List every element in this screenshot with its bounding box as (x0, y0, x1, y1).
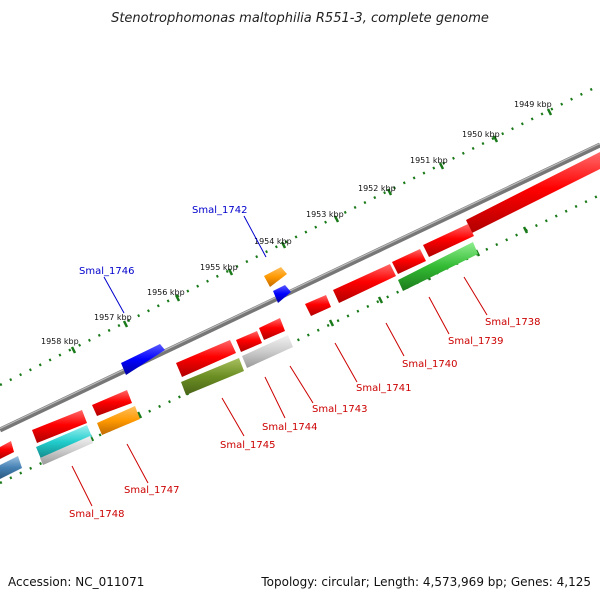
accession-text: Accession: NC_011071 (8, 575, 144, 589)
gene-label-smal-1739: Smal_1739 (448, 336, 503, 347)
gene-smal-1742-orange-arrow (264, 267, 287, 287)
gene-smal-1739-green-arrow (398, 242, 478, 291)
scale-label-1952: 1952 kbp (358, 184, 396, 193)
gene-label-smal-1744: Smal_1744 (262, 422, 317, 433)
scale-label-1956: 1956 kbp (147, 288, 185, 297)
gene-label-smal-1742: Smal_1742 (192, 205, 247, 216)
gene-label-smal-1747: Smal_1747 (124, 485, 179, 496)
gene-smal-1744-red-arrow (236, 331, 262, 352)
gene-smal-1739-red-arrow (423, 224, 474, 257)
gene-smal-1748-cyan-arrow (36, 425, 92, 459)
upper-gene-labels: Smal_1742 Smal_1746 (79, 205, 247, 277)
gene-smal-1748-gray-arrow (40, 436, 93, 465)
gene-label-smal-1745: Smal_1745 (220, 440, 275, 451)
scale-label-1954: 1954 kbp (254, 237, 292, 246)
scale-label-1958: 1958 kbp (41, 337, 79, 346)
lower-leader-lines (71, 276, 488, 507)
scale-label-1951: 1951 kbp (410, 156, 448, 165)
gene-smal-1742-arrow (273, 285, 291, 303)
gene-leftmost-red-arrow (0, 441, 14, 459)
scale-label-1950: 1950 kbp (462, 130, 500, 139)
upper-leader-lines (103, 215, 267, 314)
gene-label-smal-1746: Smal_1746 (79, 266, 134, 277)
outer-scale-line (0, 83, 600, 387)
genome-backbone-highlight (0, 142, 600, 430)
forward-strand-features (121, 267, 291, 375)
lower-gene-labels: Smal_1738 Smal_1739 Smal_1740 Smal_1741 … (69, 317, 540, 520)
gene-smal-1747-red-arrow (92, 390, 132, 416)
genome-summary-text: Topology: circular; Length: 4,573,969 bp… (260, 575, 591, 589)
gene-smal-1740-red-arrow (392, 249, 426, 274)
map-title: Stenotrophomonas maltophilia R551-3, com… (111, 11, 489, 26)
gene-smal-1741-red-arrow (333, 264, 396, 303)
gene-label-smal-1740: Smal_1740 (402, 359, 457, 370)
scale-label-1955: 1955 kbp (200, 263, 238, 272)
gene-label-smal-1748: Smal_1748 (69, 509, 124, 520)
gene-smal-1746-arrow (121, 344, 165, 375)
gene-smal-1745-red-arrow (176, 340, 236, 377)
genome-backbone (0, 142, 600, 433)
reverse-strand-features (0, 152, 600, 479)
gene-label-smal-1741: Smal_1741 (356, 383, 411, 394)
scale-label-1949: 1949 kbp (514, 100, 552, 109)
gene-smal-1747-orange-arrow (97, 406, 140, 435)
inner-scale-line (0, 193, 600, 485)
scale-labels: 1949 kbp 1950 kbp 1951 kbp 1952 kbp 1953… (41, 100, 552, 346)
gene-label-smal-1743: Smal_1743 (312, 404, 367, 415)
gene-smal-1748-red-arrow (32, 410, 87, 443)
scale-label-1957: 1957 kbp (94, 313, 132, 322)
gene-leftmost-steel-arrow (0, 456, 22, 479)
gene-smal-1738-red-arrow (466, 152, 600, 233)
gene-smal-1743-red-arrow (259, 318, 285, 340)
scale-label-1953: 1953 kbp (306, 210, 344, 219)
gene-label-smal-1738: Smal_1738 (485, 317, 540, 328)
gene-smal-1743-gray-arrow (242, 335, 293, 368)
gene-small-red-arrow (305, 295, 331, 316)
gene-smal-1745-olive-arrow (181, 358, 244, 395)
outer-tick-marks (70, 108, 553, 354)
